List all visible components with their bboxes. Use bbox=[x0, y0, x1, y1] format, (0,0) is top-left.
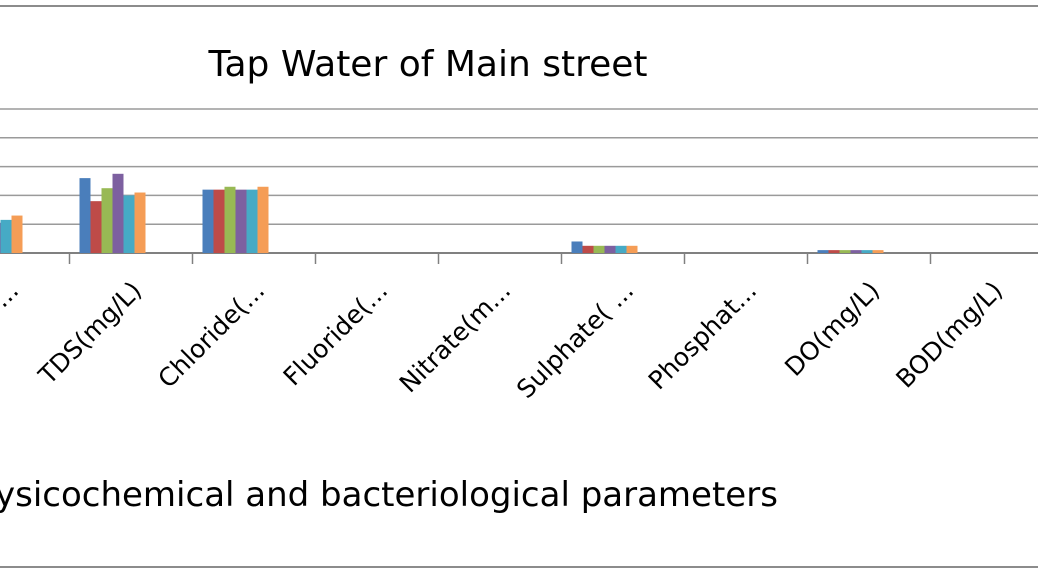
bar bbox=[593, 245, 605, 253]
bar bbox=[839, 250, 851, 253]
bar bbox=[828, 250, 840, 253]
bar bbox=[246, 189, 258, 253]
bar bbox=[872, 250, 884, 253]
bar bbox=[0, 219, 12, 253]
bar bbox=[213, 189, 225, 253]
x-axis-title: ysicochemical and bacteriological parame… bbox=[0, 475, 778, 515]
chart-title: Tap Water of Main street bbox=[207, 44, 647, 85]
bar bbox=[79, 178, 91, 253]
bar bbox=[224, 186, 236, 253]
bar bbox=[112, 173, 124, 253]
bar bbox=[571, 241, 583, 253]
bar bbox=[235, 189, 247, 253]
bar bbox=[861, 250, 873, 253]
bar bbox=[101, 188, 113, 253]
bar bbox=[615, 245, 627, 253]
bar bbox=[850, 250, 862, 253]
bar bbox=[626, 245, 638, 253]
bars bbox=[0, 173, 884, 253]
x-axis bbox=[68, 253, 932, 264]
bar bbox=[817, 250, 829, 253]
bar bbox=[123, 195, 135, 253]
bar bbox=[11, 215, 23, 253]
bar bbox=[0, 222, 1, 253]
bar bbox=[604, 245, 616, 253]
bar bbox=[90, 201, 102, 253]
bar bbox=[134, 192, 146, 253]
bar bbox=[257, 186, 269, 253]
bar bbox=[202, 189, 214, 253]
bar bbox=[582, 245, 594, 253]
